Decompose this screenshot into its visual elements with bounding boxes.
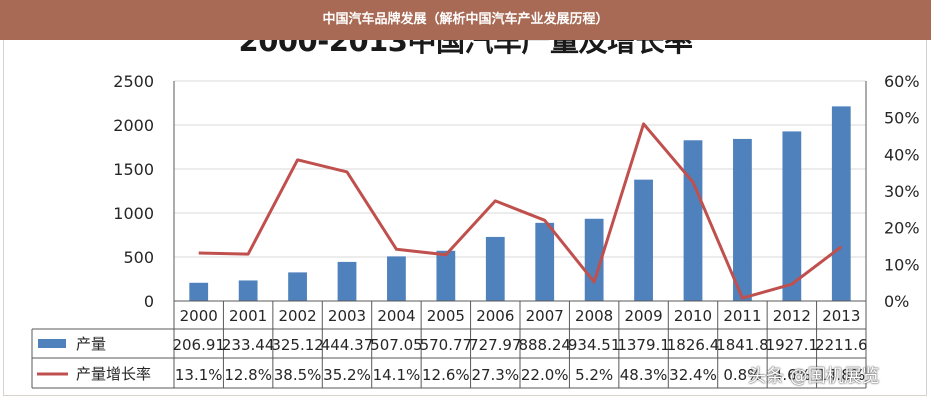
x-tick-label: 2002 <box>278 307 316 325</box>
x-tick-label: 2009 <box>624 307 662 325</box>
x-tick-label: 2001 <box>229 307 267 325</box>
y2-tick-label: 10% <box>884 255 920 274</box>
y2-tick-label: 50% <box>884 109 920 128</box>
bar <box>831 106 851 301</box>
y-tick-label: 2000 <box>113 116 154 135</box>
watermark: 头条 @国机展览 <box>748 366 880 387</box>
bar <box>288 272 307 301</box>
table-cell-growth: 4.6% <box>773 366 811 384</box>
bar <box>189 282 209 301</box>
y-tick-label: 2500 <box>113 72 154 91</box>
table-cell-production: 888.24 <box>518 336 571 354</box>
table-cell-production: 727.97 <box>469 336 522 354</box>
table-cell-growth: 14.8% <box>817 366 865 384</box>
table-cell-production: 1927.1 <box>766 336 819 354</box>
legend-line-label: 产量增长率 <box>76 365 151 383</box>
table-cell-growth: 32.4% <box>669 366 717 384</box>
x-tick-label: 2007 <box>526 307 564 325</box>
x-tick-label: 2008 <box>575 307 613 325</box>
table-cell-growth: 14.1% <box>373 366 421 384</box>
legend-bar-label: 产量 <box>76 335 106 353</box>
table-cell-growth: 13.1% <box>175 366 223 384</box>
growth-line <box>198 122 843 300</box>
bar <box>436 250 456 301</box>
y2-tick-label: 60% <box>884 72 920 91</box>
bar <box>584 218 604 301</box>
table-cell-production: 325.12 <box>271 336 324 354</box>
y2-tick-label: 20% <box>884 219 920 238</box>
legend-bar-key <box>38 339 66 348</box>
y-tick-label: 0 <box>144 292 154 311</box>
x-tick-label: 2013 <box>822 307 860 325</box>
table-cell-growth: 48.3% <box>620 366 668 384</box>
bar <box>782 131 802 301</box>
table-cell-growth: 0.8% <box>723 366 761 384</box>
x-tick-label: 2000 <box>180 307 218 325</box>
bar <box>683 140 703 301</box>
bar <box>634 179 653 301</box>
table-cell-production: 570.77 <box>420 336 473 354</box>
table-cell-growth: 12.6% <box>422 366 470 384</box>
bar <box>733 138 752 301</box>
table-cell-production: 206.91 <box>172 336 225 354</box>
bar <box>387 256 406 301</box>
table-cell-growth: 12.8% <box>224 366 272 384</box>
y-tick-label: 1500 <box>113 160 154 179</box>
table-cell-production: 1379.1 <box>617 336 670 354</box>
x-tick-label: 2012 <box>773 307 811 325</box>
y2-tick-label: 0% <box>884 292 909 311</box>
page-banner: 中国汽车品牌发展（解析中国汽车产业发展历程） <box>0 0 931 40</box>
x-tick-label: 2006 <box>476 307 514 325</box>
table-cell-production: 934.51 <box>568 336 621 354</box>
y2-tick-label: 40% <box>884 145 920 164</box>
table-cell-production: 1841.8 <box>716 336 769 354</box>
bar <box>337 261 357 301</box>
table-cell-growth: 35.2% <box>323 366 371 384</box>
x-tick-label: 2005 <box>427 307 465 325</box>
y-tick-label: 500 <box>123 248 154 267</box>
x-tick-label: 2011 <box>723 307 761 325</box>
x-tick-label: 2010 <box>674 307 712 325</box>
table-cell-growth: 38.5% <box>274 366 322 384</box>
x-tick-label: 2004 <box>377 307 415 325</box>
table-cell-production: 1826.4 <box>667 336 720 354</box>
table-cell-growth: 27.3% <box>471 366 519 384</box>
y2-tick-label: 30% <box>884 182 920 201</box>
bar <box>485 236 505 301</box>
table-cell-growth: 5.2% <box>575 366 613 384</box>
table-cell-production: 507.05 <box>370 336 423 354</box>
x-tick-label: 2003 <box>328 307 366 325</box>
y-tick-label: 1000 <box>113 204 154 223</box>
table-cell-production: 2211.6 <box>815 336 868 354</box>
bar <box>238 280 258 301</box>
table-cell-growth: 22.0% <box>521 366 569 384</box>
bar <box>535 222 555 301</box>
table-cell-production: 444.37 <box>321 336 374 354</box>
table-cell-production: 233.44 <box>222 336 275 354</box>
